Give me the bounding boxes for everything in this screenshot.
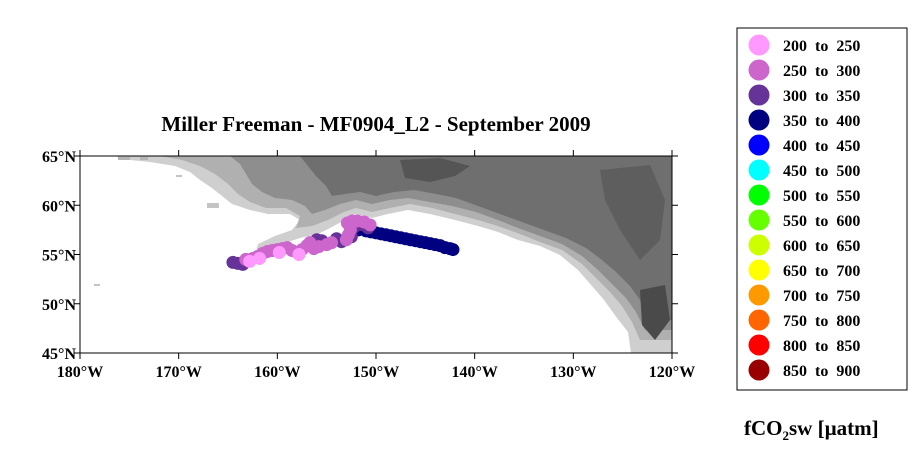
unit-subscript: 2 (782, 428, 790, 444)
terrain-land (94, 156, 672, 353)
legend-swatch (748, 209, 770, 231)
cruise-track-points (226, 214, 460, 271)
legend: 200 to 250 250 to 300 300 to 350 350 to 400… (736, 27, 908, 391)
plot-area (80, 156, 672, 353)
x-tick-label: 150°W (353, 364, 399, 381)
legend-label: 800 to 850 (783, 338, 860, 355)
data-point (292, 248, 306, 261)
y-tick-label: 65°N (42, 149, 76, 166)
data-point (363, 218, 377, 232)
legend-label: 550 to 600 (783, 213, 860, 230)
unit-prefix: fCO (744, 416, 783, 440)
legend-label: 650 to 700 (783, 263, 860, 280)
legend-label: 600 to 650 (783, 238, 860, 255)
x-tick-label: 170°W (155, 364, 201, 381)
legend-swatch (748, 134, 770, 156)
x-tick-label: 130°W (550, 364, 596, 381)
legend-label: 200 to 250 (783, 38, 860, 55)
legend-label: 350 to 400 (783, 113, 860, 130)
legend-swatch (748, 159, 770, 181)
legend-label: 850 to 900 (783, 363, 860, 380)
legend-swatch (748, 109, 770, 131)
legend-label: 300 to 350 (783, 88, 860, 105)
chart-title: Miller Freeman - MF0904_L2 - September 2… (161, 112, 590, 136)
data-point (243, 254, 257, 268)
data-point (272, 246, 286, 260)
legend-swatch (748, 359, 770, 381)
legend-label: 450 to 500 (783, 163, 860, 180)
x-tick-label: 180°W (57, 364, 103, 381)
y-tick-label: 55°N (42, 248, 76, 265)
legend-swatch (748, 259, 770, 281)
legend-label: 250 to 300 (783, 63, 860, 80)
unit-suffix: sw [µatm] (789, 416, 879, 440)
x-tick-label: 140°W (451, 364, 497, 381)
legend-label: 750 to 800 (783, 313, 860, 330)
data-point (253, 251, 267, 265)
legend-unit-label: fCO2sw [µatm] (744, 416, 879, 444)
legend-swatch (748, 59, 770, 81)
x-tick-label: 160°W (254, 364, 300, 381)
axes: 180°W 170°W 160°W 150°W 140°W 130°W 120°W 45°N 5… (42, 149, 695, 381)
y-tick-label: 45°N (42, 346, 76, 363)
legend-label: 500 to 550 (783, 188, 860, 205)
data-point (446, 243, 460, 257)
data-point (307, 242, 321, 256)
y-tick-label: 50°N (42, 297, 76, 314)
legend-swatch (748, 184, 770, 206)
legend-swatch (748, 34, 770, 56)
legend-swatch (748, 84, 770, 106)
legend-swatch (748, 309, 770, 331)
data-point (325, 236, 339, 250)
legend-swatch (748, 284, 770, 306)
y-tick-label: 60°N (42, 198, 76, 215)
legend-label: 700 to 750 (783, 288, 860, 305)
x-tick-label: 120°W (649, 364, 695, 381)
legend-label: 400 to 450 (783, 138, 860, 155)
legend-swatch (748, 234, 770, 256)
legend-swatch (748, 334, 770, 356)
